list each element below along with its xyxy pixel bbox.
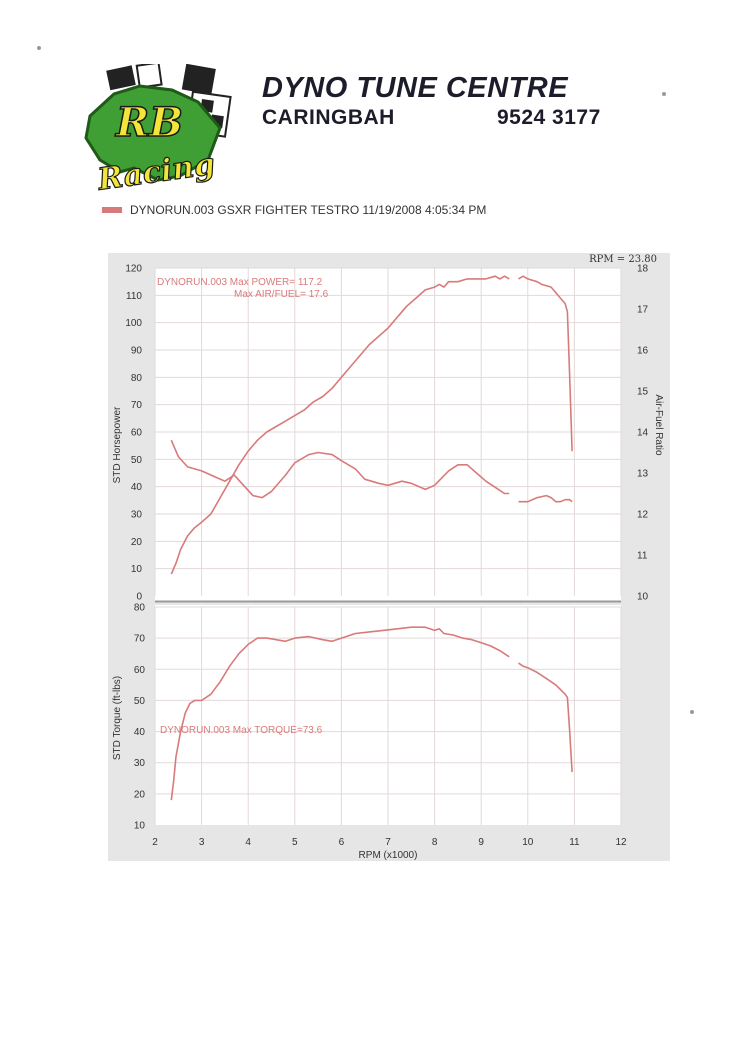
x-axis-label: RPM (x1000) (359, 850, 418, 861)
x-tick-label: 7 (385, 837, 391, 848)
company-phone: 9524 3177 (497, 106, 601, 129)
x-tick-label: 6 (339, 837, 345, 848)
legend-swatch (102, 207, 122, 213)
y-tick-label-torque: 30 (134, 758, 146, 769)
rb-racing-logo: RB Racing (84, 64, 232, 196)
x-tick-label: 12 (615, 837, 627, 848)
y-tick-label-torque: 80 (134, 603, 146, 614)
torque-annotation: DYNORUN.003 Max TORQUE=73.6 (160, 725, 323, 736)
x-tick-label: 8 (432, 837, 438, 848)
airfuel-curve (518, 494, 573, 503)
horsepower-curve (518, 275, 573, 452)
y-tick-label-horsepower: 80 (131, 373, 143, 384)
y-tick-label-airfuel: 14 (637, 428, 649, 439)
y-tick-label-horsepower: 100 (125, 318, 142, 329)
y-tick-label-horsepower: 110 (126, 291, 142, 302)
x-tick-label: 11 (569, 837, 580, 848)
y-tick-label-torque: 20 (134, 789, 146, 800)
y-tick-label-horsepower: 60 (131, 428, 143, 439)
y-tick-label-horsepower: 120 (125, 264, 142, 275)
y-axis-label-torque: STD Torque (ft-lbs) (112, 676, 123, 760)
torque-curve (518, 662, 573, 773)
y-axis-label-airfuel: Air-Fuel Ratio (653, 394, 664, 456)
y-tick-label-horsepower: 10 (131, 564, 143, 575)
y-tick-label-airfuel: 13 (637, 469, 649, 480)
y-tick-label-torque: 70 (134, 634, 146, 645)
y-tick-label-horsepower: 20 (131, 537, 143, 548)
torque-curve (170, 626, 510, 801)
y-tick-label-horsepower: 0 (136, 592, 142, 603)
company-name: DYNO TUNE CENTRE (262, 72, 569, 104)
y-axis-label-horsepower: STD Horsepower (112, 406, 123, 483)
x-tick-label: 2 (152, 837, 158, 848)
y-tick-label-airfuel: 16 (637, 346, 649, 357)
x-tick-label: 9 (478, 837, 484, 848)
scan-mark (690, 710, 694, 714)
x-tick-label: 10 (522, 837, 534, 848)
x-tick-label: 5 (292, 837, 298, 848)
y-tick-label-horsepower: 30 (131, 510, 143, 521)
logo-text-top: RB (115, 99, 183, 146)
y-tick-label-horsepower: 40 (131, 482, 143, 493)
y-tick-label-horsepower: 70 (131, 400, 143, 411)
corner-rpm-label: RPM = 23.80 (589, 254, 657, 265)
horsepower-curve (170, 275, 510, 575)
y-tick-label-torque: 40 (134, 727, 146, 738)
y-tick-label-airfuel: 15 (637, 387, 649, 398)
airfuel-curve (170, 439, 510, 499)
y-tick-label-airfuel: 12 (637, 510, 649, 521)
scan-mark (662, 92, 666, 96)
airfuel-annotation: Max AIR/FUEL= 17.6 (234, 289, 329, 300)
y-tick-label-torque: 50 (134, 696, 146, 707)
y-tick-label-torque: 60 (134, 665, 146, 676)
scan-mark (37, 46, 41, 50)
x-tick-label: 3 (199, 837, 205, 848)
y-tick-label-airfuel: 18 (637, 264, 649, 275)
x-tick-label: 4 (245, 837, 251, 848)
y-tick-label-airfuel: 10 (637, 592, 649, 603)
y-tick-label-torque: 10 (134, 821, 146, 832)
run-legend: DYNORUN.003 GSXR FIGHTER TESTRO 11/19/20… (102, 203, 486, 217)
power-annotation: DYNORUN.003 Max POWER= 117.2 (157, 277, 323, 288)
y-tick-label-airfuel: 11 (637, 551, 648, 562)
legend-label: DYNORUN.003 GSXR FIGHTER TESTRO 11/19/20… (130, 203, 487, 217)
company-location: CARINGBAH (262, 106, 395, 129)
y-tick-label-airfuel: 17 (637, 305, 649, 316)
y-tick-label-horsepower: 90 (131, 346, 143, 357)
y-tick-label-horsepower: 50 (131, 455, 143, 466)
